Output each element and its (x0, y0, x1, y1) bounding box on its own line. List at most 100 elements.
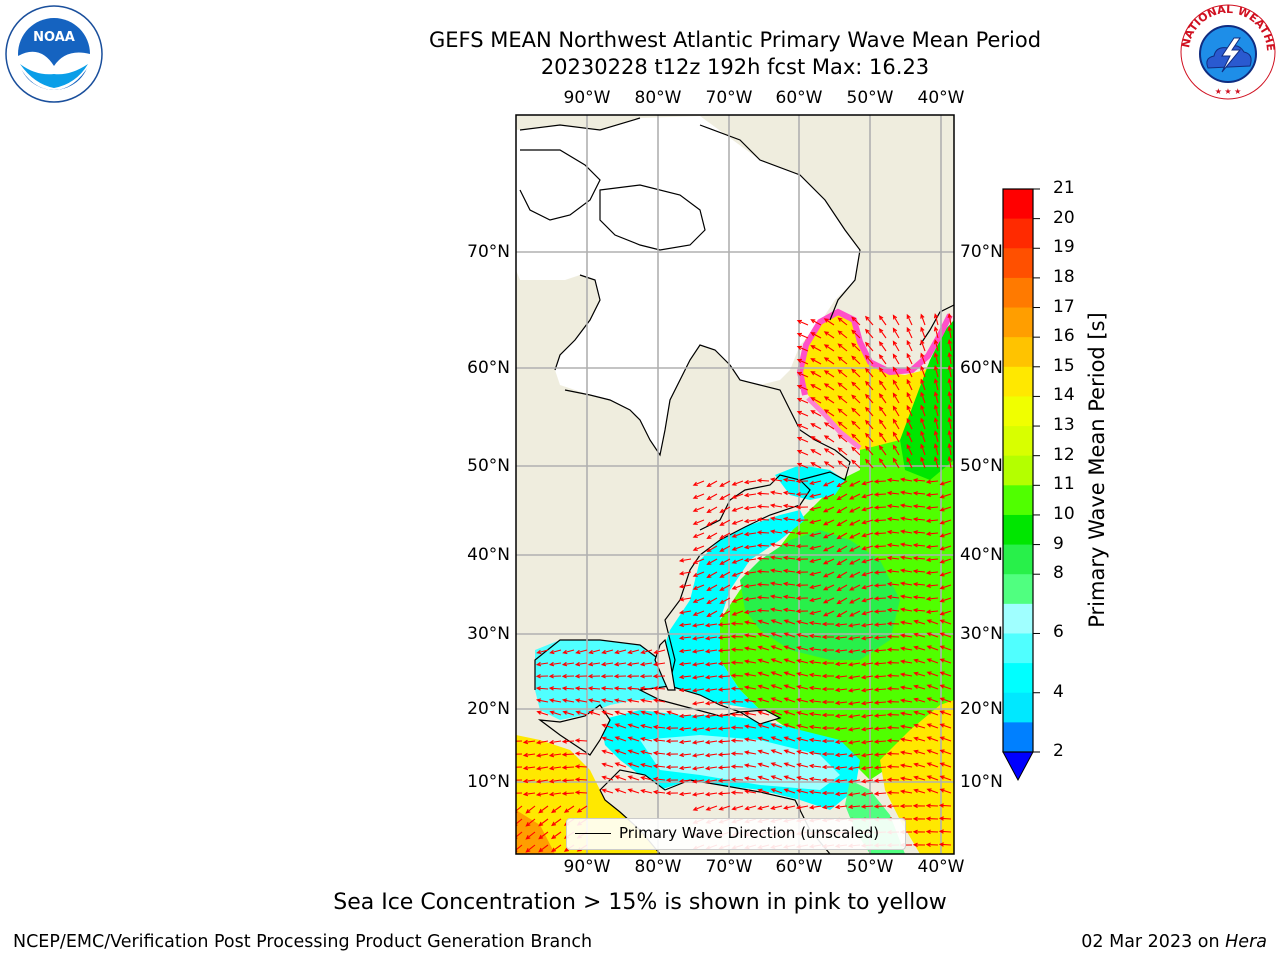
lat-label-left: 10°N (467, 772, 510, 792)
sea-ice-edge (796, 308, 953, 396)
wave-arrow (743, 633, 757, 638)
wave-arrow (756, 543, 770, 548)
wave-arrow (873, 687, 887, 692)
wave-arrow (912, 608, 926, 613)
colorbar-tick-label: 19 (1053, 237, 1075, 258)
wave-arrow (549, 649, 562, 655)
wave-arrow (770, 645, 783, 651)
wave-arrow (892, 366, 900, 378)
wave-arrow (861, 584, 874, 590)
wave-arrow (861, 610, 874, 616)
wave-arrow (837, 434, 848, 443)
wave-arrow (535, 766, 549, 771)
wave-arrow (925, 816, 939, 821)
wave-arrow (757, 619, 770, 625)
wave-arrow (769, 568, 783, 573)
wave-arrow (886, 529, 900, 535)
wave-arrow (925, 829, 939, 834)
wave-arrow (938, 816, 952, 821)
colorbar-cell (1003, 396, 1033, 427)
wave-arrow (522, 765, 536, 771)
wave-arrow (849, 558, 861, 565)
wave-arrow (920, 313, 926, 326)
wave-arrow (665, 764, 679, 770)
wave-arrow (756, 504, 770, 509)
wave-arrow (706, 571, 718, 578)
wave-arrow (892, 340, 900, 352)
coastline (729, 364, 851, 481)
wave-arrow (704, 713, 718, 719)
wave-arrow (665, 790, 679, 796)
colorbar-label: Primary Wave Mean Period [s] (1085, 312, 1109, 628)
wave-arrow (769, 490, 783, 495)
wave-arrow (719, 597, 731, 604)
wave-arrow (886, 712, 900, 717)
wave-arrow (717, 752, 731, 757)
wave-arrow (522, 739, 536, 745)
wave-arrow (849, 519, 861, 526)
wave-arrow (704, 674, 718, 680)
wave-arrow (926, 723, 939, 729)
wave-arrow (614, 649, 627, 655)
wave-arrow (769, 581, 783, 586)
wave-arrow (861, 545, 874, 551)
wave-arrow (810, 410, 822, 417)
wave-arrow (864, 341, 874, 352)
wave-arrow (861, 506, 874, 512)
wave-arrow (769, 607, 783, 612)
wave-arrow (796, 371, 809, 378)
wave-arrow (782, 555, 796, 561)
wave-arrow (770, 632, 783, 638)
wave-arrow (822, 480, 835, 487)
wave-arrow (575, 649, 588, 655)
wave-arrow (912, 504, 926, 509)
wave-arrow (678, 687, 692, 693)
colorbar-cell (1003, 633, 1033, 664)
wave-arrow (878, 328, 887, 339)
wave-arrow (836, 558, 848, 566)
wave-arrow (705, 805, 718, 811)
wave-arrow (933, 326, 939, 339)
wave-arrow (796, 345, 809, 352)
wave-arrow (588, 649, 601, 655)
wave-arrow (837, 382, 848, 391)
wave-arrow (563, 805, 575, 813)
wave-arrow (847, 766, 861, 771)
wave-arrow (706, 480, 718, 487)
wave-arrow (717, 687, 731, 692)
wave-arrow (886, 686, 900, 691)
wave-arrow (796, 762, 809, 768)
wave-arrow (837, 343, 848, 352)
wave-arrow (899, 803, 913, 809)
wave-arrow (757, 762, 770, 768)
wave-arrow (926, 671, 939, 677)
wave-arrow (912, 530, 926, 535)
wave-arrow (913, 723, 926, 729)
wave-arrow (743, 698, 757, 703)
wave-arrow (626, 698, 640, 703)
wave-arrow (574, 674, 588, 679)
wave-arrow (652, 789, 666, 795)
wave-arrow (719, 532, 731, 539)
lat-label-right: 40°N (960, 545, 1003, 565)
wave-arrow (926, 684, 939, 690)
wave-arrow (873, 778, 887, 783)
arctic-white-region (600, 185, 705, 250)
wave-arrow (925, 596, 939, 601)
wave-arrow (601, 649, 614, 655)
wave-arrow (576, 805, 588, 813)
wave-arrow (878, 458, 887, 469)
wave-arrow (878, 445, 887, 456)
wave-arrow (704, 726, 718, 732)
wave-arrow (860, 726, 874, 732)
wave-arrow (939, 506, 952, 512)
wave-arrow (782, 516, 796, 522)
wave-arrow (731, 597, 744, 603)
gulf-stream-green (740, 530, 900, 660)
wave-arrow (706, 519, 718, 526)
wave-arrow (899, 477, 913, 482)
wave-arrow (899, 633, 913, 638)
wave-arrow (873, 726, 887, 731)
wave-arrow (536, 649, 549, 655)
wave-arrow (947, 455, 952, 469)
